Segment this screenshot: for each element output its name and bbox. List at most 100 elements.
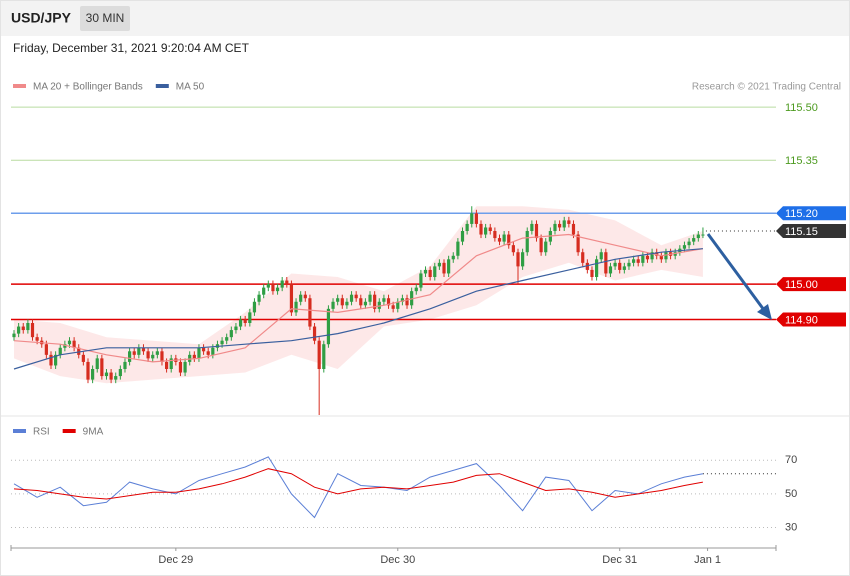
legend-label: MA 50	[176, 82, 205, 93]
rsi-panel: RSI 9MA 30 50 70 Dec 29 Dec 30 Dec 31 Jan 1	[10, 427, 797, 566]
candle-body	[437, 262, 441, 267]
level-label: 115.50	[785, 102, 818, 114]
candle-body	[86, 361, 90, 380]
candle-body	[636, 259, 640, 263]
candle-body	[456, 241, 460, 256]
candle-body	[428, 269, 432, 277]
candle-body	[151, 354, 155, 359]
candle-body	[169, 358, 173, 369]
candle-body	[474, 213, 478, 224]
candle-body	[285, 280, 289, 285]
candle-body	[368, 294, 372, 302]
y-tick-label: 50	[785, 488, 797, 500]
candle-body	[567, 220, 571, 224]
candle-body	[359, 298, 363, 306]
candle-body	[594, 259, 599, 277]
candle-body	[562, 220, 566, 228]
candle-body	[558, 223, 562, 228]
candle-body	[160, 351, 164, 362]
forecast-arrow	[706, 233, 766, 311]
candle-body	[386, 298, 391, 306]
candle-body	[641, 255, 645, 263]
candle-body	[451, 255, 455, 260]
candle-body	[72, 340, 76, 348]
candle-body	[252, 301, 257, 313]
candle-body	[155, 351, 159, 355]
candle-body	[49, 354, 53, 366]
candle-body	[613, 262, 617, 267]
candle-body	[229, 330, 233, 338]
candle-body	[238, 319, 243, 327]
candle-body	[460, 231, 465, 242]
candle-body	[373, 294, 377, 309]
level-tag	[776, 277, 846, 292]
symbol: USD/JPY	[11, 10, 72, 26]
candle-body	[17, 326, 21, 334]
candle-body	[322, 344, 326, 369]
y-tick-label: 70	[785, 454, 797, 466]
x-tick-label: Dec 29	[158, 554, 193, 566]
candle-body	[655, 252, 659, 256]
candle-body	[447, 259, 451, 274]
candle-body	[400, 298, 405, 302]
candle-body	[225, 337, 229, 341]
candle-body	[95, 358, 99, 369]
legend-swatch	[155, 84, 169, 88]
interval-badge	[80, 6, 130, 31]
candle-body	[54, 354, 58, 366]
candle-body	[132, 351, 136, 355]
candle-body	[581, 252, 585, 263]
header-bar	[1, 1, 849, 36]
candle-body	[340, 298, 344, 306]
candle-body	[516, 252, 520, 267]
candle-body	[571, 223, 576, 235]
candle-body	[118, 369, 122, 377]
candle-body	[308, 298, 312, 327]
level-tag	[776, 206, 846, 221]
candle-body	[470, 213, 474, 224]
candle-body	[497, 238, 502, 242]
candle-body	[123, 361, 127, 369]
bollinger-band	[14, 206, 703, 384]
candle-body	[349, 294, 354, 302]
candle-body	[257, 294, 261, 302]
candle-body	[206, 351, 210, 355]
candle-body	[81, 354, 85, 362]
candle-body	[220, 340, 224, 345]
candle-body	[211, 347, 215, 355]
candle-body	[465, 223, 469, 231]
candle-body	[590, 269, 594, 277]
legend-swatch	[62, 429, 76, 433]
candle-body	[682, 245, 687, 249]
credit: Research © 2021 Trading Central	[692, 82, 841, 93]
candle-body	[525, 231, 529, 253]
level-label: 115.20	[785, 208, 818, 220]
candle-body	[354, 294, 358, 299]
candle-body	[294, 301, 298, 313]
candle-body	[423, 269, 428, 274]
candle-body	[345, 301, 349, 306]
x-tick-label: Dec 30	[380, 554, 415, 566]
price-panel: MA 20 + Bollinger Bands MA 50 115.50 115.35…	[11, 82, 846, 415]
candle-body	[192, 354, 196, 359]
candle-body	[382, 298, 386, 302]
candle-body	[521, 252, 525, 267]
timestamp: Friday, December 31, 2021 9:20:04 AM CET	[13, 41, 250, 55]
moving-average	[13, 248, 703, 370]
candle-body	[197, 347, 201, 359]
candle-body	[164, 361, 169, 369]
candle-body	[91, 369, 95, 380]
candle-body	[67, 340, 72, 345]
candle-body	[414, 287, 418, 292]
x-tick-label: Jan 1	[694, 554, 721, 566]
candle-body	[141, 347, 146, 352]
moving-average	[13, 233, 704, 363]
candle-body	[604, 252, 608, 274]
candle-body	[627, 262, 631, 267]
candle-body	[618, 262, 622, 270]
legend-label: RSI	[33, 427, 50, 438]
candle-body	[21, 326, 25, 331]
candle-body	[530, 223, 534, 231]
